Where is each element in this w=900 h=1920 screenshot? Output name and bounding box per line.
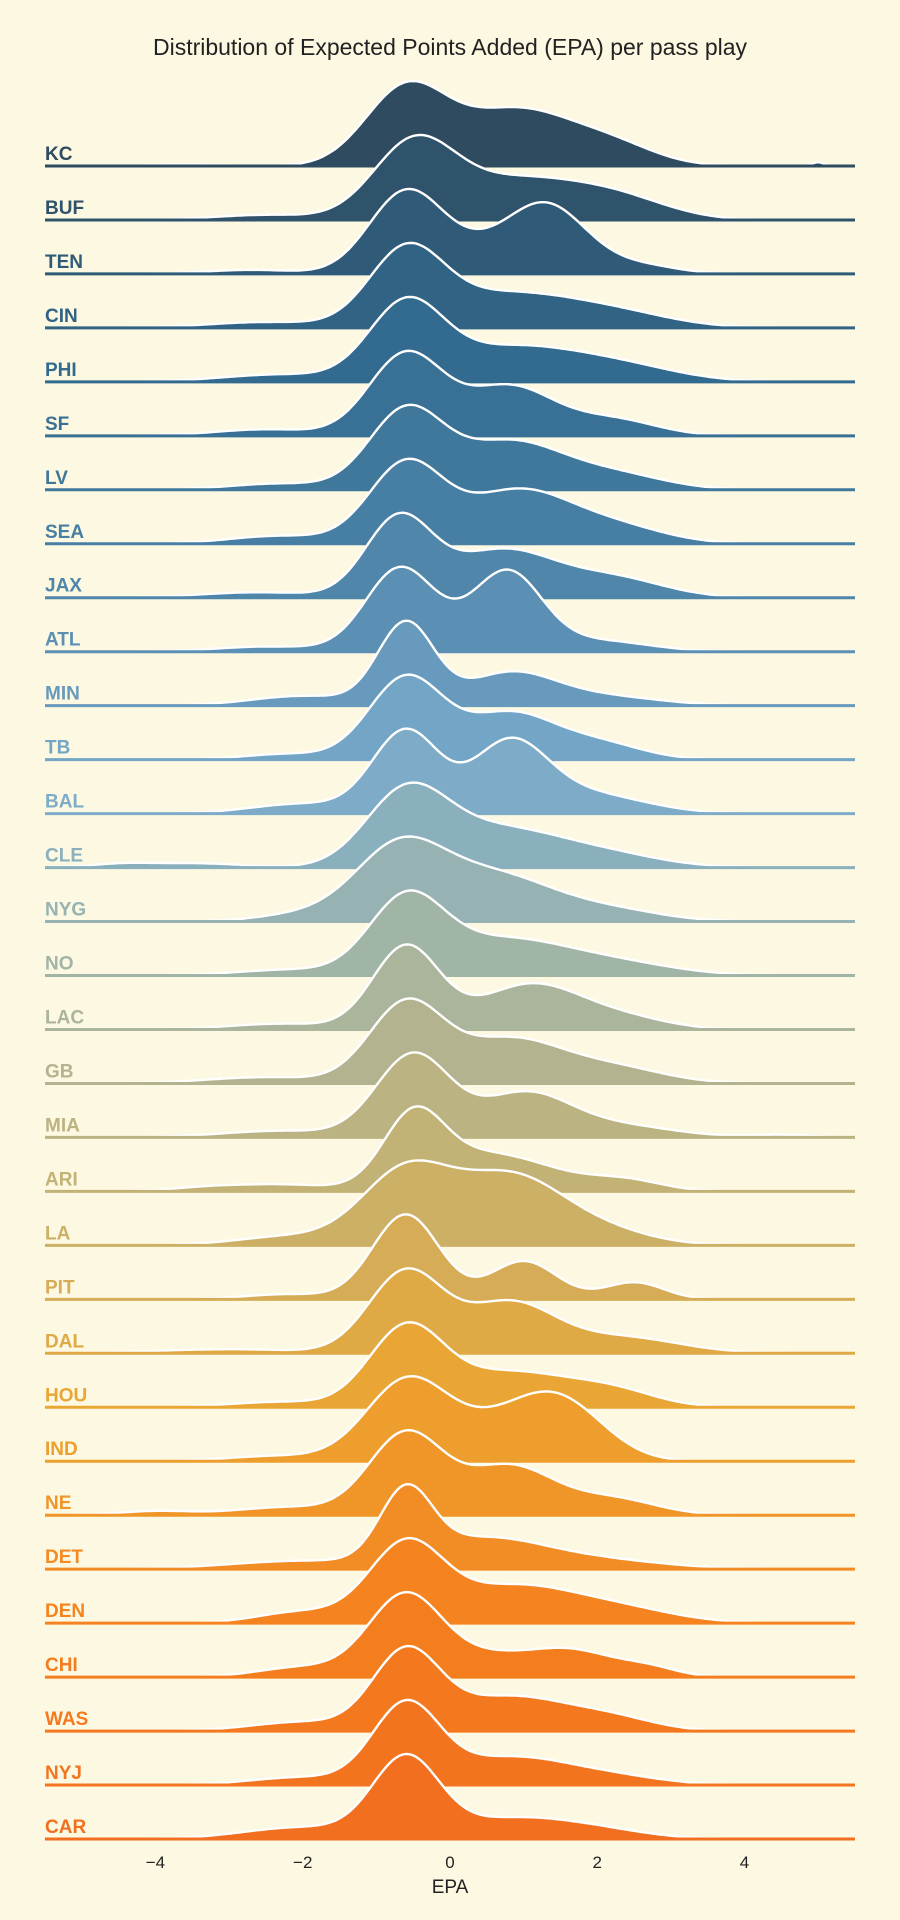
ridge-chi (45, 1590, 855, 1679)
team-label-car: CAR (45, 1817, 86, 1838)
ridge-area (45, 890, 855, 976)
x-tick-label: 2 (593, 1853, 602, 1872)
ridge-outline (45, 511, 855, 599)
x-tick-label: 4 (740, 1853, 749, 1872)
ridge-area (45, 1700, 855, 1786)
team-label-buf: BUF (45, 198, 84, 219)
team-label-kc: KC (45, 144, 73, 165)
ridge-area (45, 998, 855, 1084)
ridge-outline (45, 1267, 855, 1355)
team-label-sea: SEA (45, 522, 84, 543)
ridge-outline (45, 241, 855, 330)
team-label-nyg: NYG (45, 900, 86, 921)
chart-title: Distribution of Expected Points Added (E… (153, 34, 748, 60)
ridge-area (45, 350, 855, 436)
ridge-la (45, 1159, 855, 1247)
ridge-area (45, 296, 855, 382)
x-tick-label: −4 (146, 1853, 165, 1872)
team-label-gb: GB (45, 1061, 74, 1082)
ridge-sea (45, 457, 855, 546)
x-tick-label: 0 (445, 1853, 454, 1872)
team-label-tb: TB (45, 738, 70, 759)
team-label-mia: MIA (45, 1115, 80, 1136)
ridge-area (45, 512, 855, 598)
team-label-phi: PHI (45, 360, 77, 381)
team-label-bal: BAL (45, 792, 84, 813)
team-label-cle: CLE (45, 846, 83, 867)
team-label-atl: ATL (45, 630, 81, 651)
team-label-lv: LV (45, 468, 68, 489)
team-label-hou: HOU (45, 1385, 87, 1406)
ridge-area (45, 836, 855, 922)
team-label-ten: TEN (45, 252, 83, 273)
team-label-min: MIN (45, 684, 80, 705)
x-axis-label: EPA (432, 1877, 469, 1898)
team-label-was: WAS (45, 1709, 88, 1730)
ridge-area (45, 1052, 855, 1138)
ridge-area (45, 1106, 855, 1192)
ridge-area (45, 1538, 855, 1624)
ridge-area (45, 404, 855, 490)
ridge-atl (45, 565, 855, 654)
ridge-no (45, 889, 855, 978)
ridge-outline (45, 1051, 855, 1139)
team-label-ari: ARI (45, 1169, 78, 1190)
ridge-area (45, 242, 855, 328)
team-label-sf: SF (45, 414, 69, 435)
ridge-area (45, 1376, 855, 1462)
ridge-den (45, 1536, 855, 1625)
x-axis: −4 −2 0 2 4 (146, 1853, 750, 1872)
ridge-ne (45, 1428, 855, 1517)
ridge-area (45, 188, 855, 274)
ridge-outline (45, 1482, 856, 1571)
ridge-area (45, 566, 855, 652)
ridge-area (45, 1214, 855, 1300)
ridge-area (45, 728, 855, 814)
team-label-cin: CIN (45, 306, 78, 327)
team-label-nyj: NYJ (45, 1763, 82, 1784)
team-label-jax: JAX (45, 576, 82, 597)
team-label-dal: DAL (45, 1331, 84, 1352)
ridge-area (45, 1592, 855, 1678)
ridges (44, 79, 856, 1841)
ridge-area (45, 944, 855, 1030)
team-label-no: NO (45, 954, 74, 975)
ridge-area (45, 1430, 855, 1516)
ridge-area (45, 674, 855, 760)
team-label-chi: CHI (45, 1655, 78, 1676)
ridge-area (45, 782, 855, 868)
team-label-den: DEN (45, 1601, 85, 1622)
team-label-la: LA (45, 1223, 71, 1244)
ridge-area (45, 620, 855, 706)
ridge-buf (45, 133, 855, 222)
ridge-area (45, 458, 855, 544)
ridge-area (45, 1754, 855, 1839)
ridge-area (45, 1646, 855, 1732)
ridge-area (45, 1160, 855, 1246)
ridge-outline (45, 997, 855, 1085)
ridge-area (45, 1268, 855, 1354)
ridge-car (45, 1752, 855, 1841)
ridge-was (45, 1644, 855, 1733)
team-label-ne: NE (45, 1493, 71, 1514)
team-label-lac: LAC (45, 1007, 84, 1028)
ridge-nyj (45, 1698, 855, 1787)
x-tick-label: −2 (293, 1853, 312, 1872)
ridge-area (45, 135, 855, 220)
team-label-det: DET (45, 1547, 83, 1568)
ridge-area (45, 81, 855, 166)
team-label-ind: IND (45, 1439, 78, 1460)
ridge-area (45, 1322, 855, 1408)
team-label-pit: PIT (45, 1277, 75, 1298)
team-labels: KC BUF TEN CIN PHI SF LV SEA JAX ATL MIN TB BAL CLE NY… (45, 144, 88, 1838)
ridge-outline (44, 781, 855, 869)
ridge-outline (45, 295, 855, 384)
